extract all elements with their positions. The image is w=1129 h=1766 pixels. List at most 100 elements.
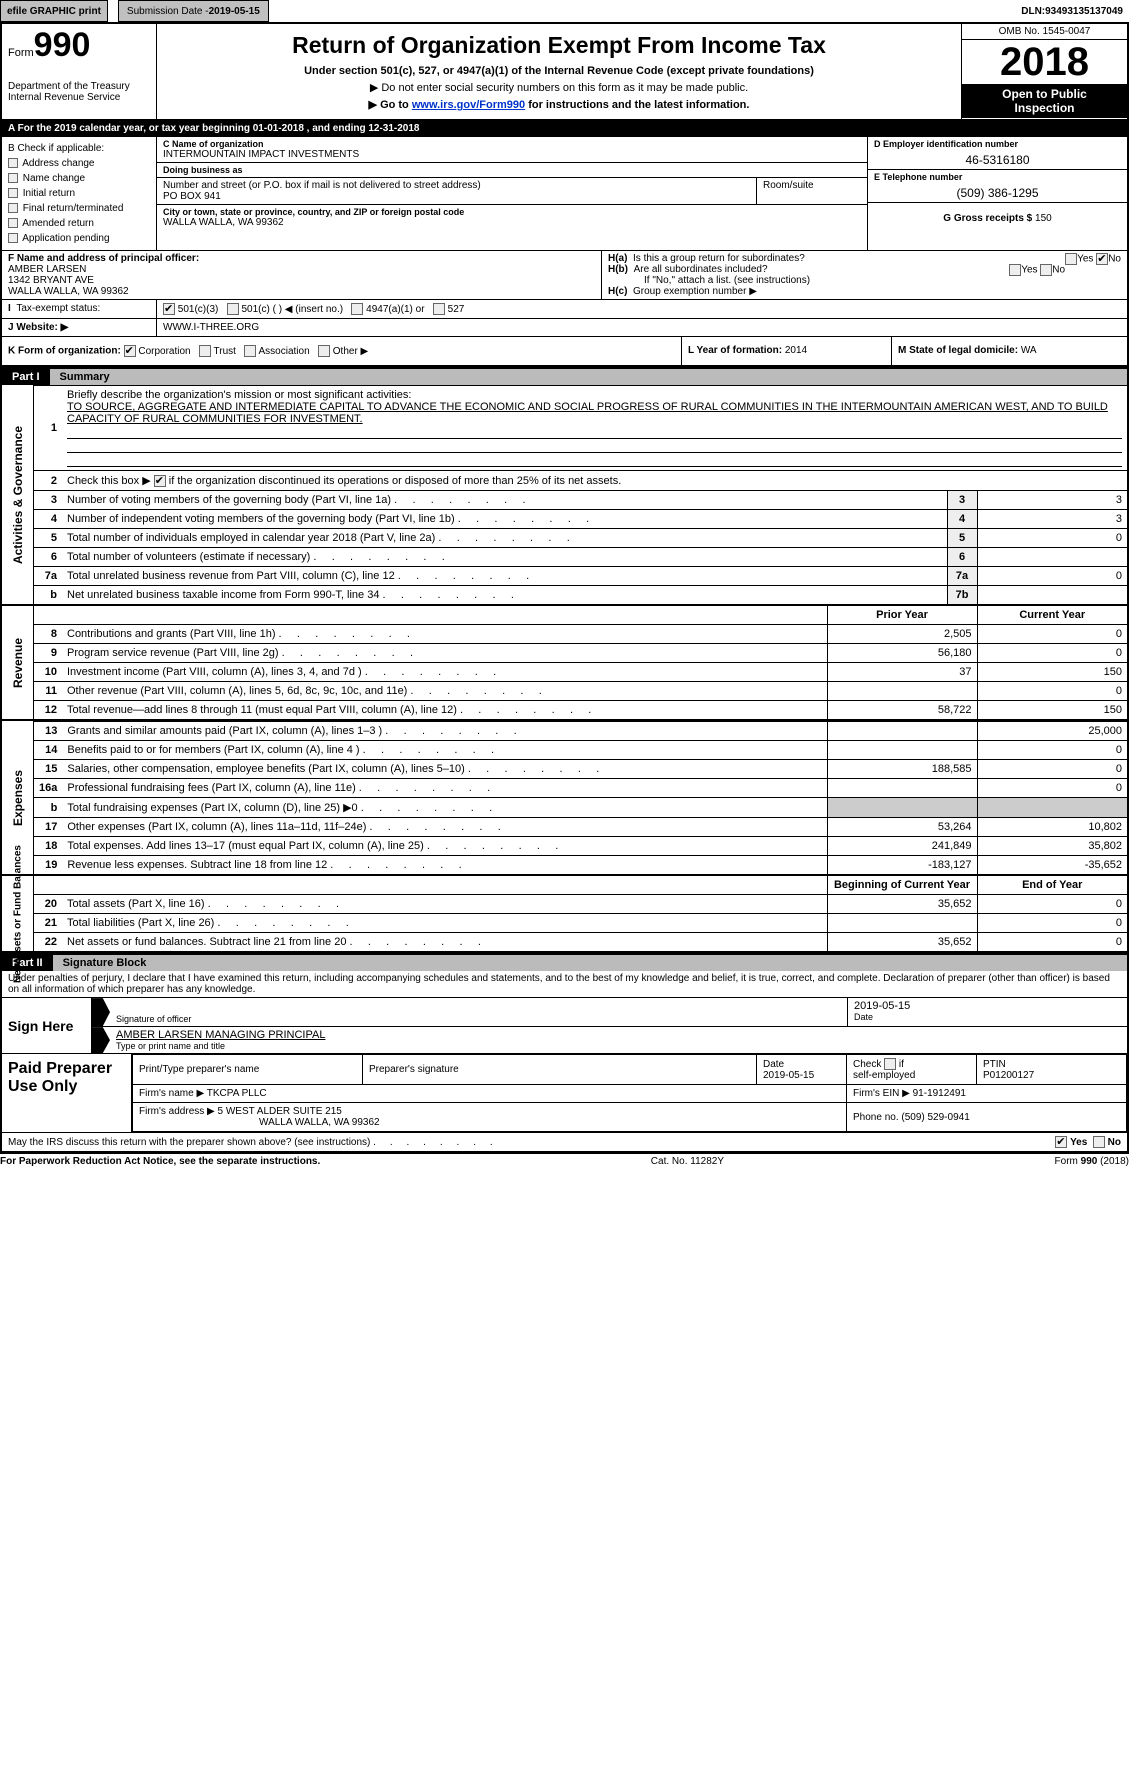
prior-val: 35,652 bbox=[827, 933, 977, 952]
sign-here-block: Sign Here Signature of officer 2019-05-1… bbox=[0, 997, 1129, 1053]
checkbox[interactable] bbox=[8, 158, 18, 168]
hdr-curr: Current Year bbox=[977, 606, 1127, 625]
line-num: 5 bbox=[34, 529, 62, 548]
ha-yes-checkbox[interactable] bbox=[1065, 253, 1077, 265]
line-num: 12 bbox=[34, 701, 62, 720]
k-checkbox[interactable] bbox=[199, 345, 211, 357]
discuss-yes-checkbox[interactable] bbox=[1055, 1136, 1067, 1148]
prior-val bbox=[827, 779, 977, 798]
prior-val: 188,585 bbox=[827, 760, 977, 779]
hdr-end: End of Year bbox=[977, 876, 1127, 895]
form-num: 990 bbox=[34, 26, 91, 64]
c-name-lbl: C Name of organization bbox=[163, 139, 861, 149]
q2-text: Check this box ▶ if the organization dis… bbox=[67, 475, 621, 487]
line-text: Other revenue (Part VIII, column (A), li… bbox=[62, 682, 827, 701]
city-val: WALLA WALLA, WA 99362 bbox=[163, 217, 861, 228]
sig-date-val: 2019-05-15 bbox=[854, 1000, 1121, 1012]
subtitle-3: ▶ Go to www.irs.gov/Form990 for instruct… bbox=[163, 98, 955, 111]
checkbox[interactable] bbox=[8, 173, 18, 183]
col-c: C Name of organization INTERMOUNTAIN IMP… bbox=[157, 137, 867, 250]
part2-title: Signature Block bbox=[53, 955, 1127, 971]
dln-label: DLN: bbox=[1021, 6, 1045, 17]
ptin-lbl: PTIN bbox=[983, 1059, 1006, 1070]
line-box: 7a bbox=[947, 567, 977, 586]
discuss-no-checkbox[interactable] bbox=[1093, 1136, 1105, 1148]
form-number: Form990 bbox=[8, 26, 150, 65]
i-checkbox[interactable] bbox=[351, 303, 363, 315]
i-checkbox[interactable] bbox=[433, 303, 445, 315]
line-text: Program service revenue (Part VIII, line… bbox=[62, 644, 827, 663]
line-a: A For the 2019 calendar year, or tax yea… bbox=[0, 121, 1129, 137]
line-num: 16a bbox=[34, 779, 62, 798]
line-box: 4 bbox=[947, 510, 977, 529]
m-lbl: M State of legal domicile: bbox=[898, 345, 1021, 356]
penalty-text: Under penalties of perjury, I declare th… bbox=[2, 971, 1127, 997]
hb-note: If "No," attach a list. (see instruction… bbox=[608, 275, 1121, 286]
ha-no-checkbox[interactable] bbox=[1096, 253, 1108, 265]
curr-val: 0 bbox=[977, 933, 1127, 952]
checkbox[interactable] bbox=[8, 233, 18, 243]
line-num: 15 bbox=[34, 760, 62, 779]
ha-text: Is this a group return for subordinates? bbox=[633, 253, 805, 264]
prior-val: 58,722 bbox=[827, 701, 977, 720]
checkbox[interactable] bbox=[8, 188, 18, 198]
q2-checkbox[interactable] bbox=[154, 475, 166, 487]
line-val bbox=[977, 548, 1127, 567]
line-num: 18 bbox=[34, 837, 62, 856]
col-deg: D Employer identification number 46-5316… bbox=[867, 137, 1127, 250]
form-prefix: Form bbox=[8, 47, 34, 59]
line-box: 5 bbox=[947, 529, 977, 548]
line-text: Total number of individuals employed in … bbox=[62, 529, 947, 548]
curr-val: 0 bbox=[977, 625, 1127, 644]
b-header: B Check if applicable: bbox=[8, 141, 150, 156]
line-num: 3 bbox=[34, 491, 62, 510]
firm-addr-lbl: Firm's address ▶ bbox=[139, 1106, 218, 1117]
tax-year: 2018 bbox=[962, 40, 1127, 84]
k-opt: Corporation bbox=[124, 346, 197, 357]
checkbox[interactable] bbox=[8, 218, 18, 228]
prior-val: 35,652 bbox=[827, 895, 977, 914]
self-emp-checkbox[interactable] bbox=[884, 1058, 896, 1070]
b-item: Application pending bbox=[8, 231, 150, 246]
irs-link[interactable]: www.irs.gov/Form990 bbox=[412, 99, 525, 111]
fh-block: F Name and address of principal officer:… bbox=[0, 250, 1129, 299]
checkbox[interactable] bbox=[8, 203, 18, 213]
hdr-beg: Beginning of Current Year bbox=[827, 876, 977, 895]
line-text: Revenue less expenses. Subtract line 18 … bbox=[62, 856, 827, 875]
paid-preparer-block: Paid Preparer Use Only Print/Type prepar… bbox=[0, 1053, 1129, 1133]
a-mid: , and ending bbox=[307, 123, 369, 134]
k-checkbox[interactable] bbox=[244, 345, 256, 357]
irs-line: Internal Revenue Service bbox=[8, 92, 150, 103]
hb-no-checkbox[interactable] bbox=[1040, 264, 1052, 276]
curr-val: 150 bbox=[977, 701, 1127, 720]
hc-text: Group exemption number ▶ bbox=[633, 286, 757, 297]
line-text: Salaries, other compensation, employee b… bbox=[62, 760, 827, 779]
sig-officer-lbl: Signature of officer bbox=[116, 1014, 841, 1024]
line-val: 0 bbox=[977, 567, 1127, 586]
k-checkbox[interactable] bbox=[318, 345, 330, 357]
curr-val: 0 bbox=[977, 914, 1127, 933]
line-num: 7a bbox=[34, 567, 62, 586]
line-box: 7b bbox=[947, 586, 977, 605]
open2: Inspection bbox=[1014, 101, 1074, 115]
subtitle-1: Under section 501(c), 527, or 4947(a)(1)… bbox=[163, 65, 955, 77]
line-text: Total revenue—add lines 8 through 11 (mu… bbox=[62, 701, 827, 720]
officer-name: AMBER LARSEN bbox=[8, 264, 86, 275]
pp-name-lbl: Print/Type preparer's name bbox=[139, 1064, 259, 1075]
line-num: 9 bbox=[34, 644, 62, 663]
k-checkbox[interactable] bbox=[124, 345, 136, 357]
line-num: 20 bbox=[34, 895, 62, 914]
i-checkbox[interactable] bbox=[227, 303, 239, 315]
b-item: Address change bbox=[8, 156, 150, 171]
hb-yes-checkbox[interactable] bbox=[1009, 264, 1021, 276]
curr-val: 0 bbox=[977, 644, 1127, 663]
efile-button[interactable]: efile GRAPHIC print bbox=[0, 0, 108, 22]
curr-val: 35,802 bbox=[977, 837, 1127, 856]
prior-val: 37 bbox=[827, 663, 977, 682]
sub3-post: for instructions and the latest informat… bbox=[528, 99, 749, 111]
pp-date-lbl: Date bbox=[763, 1059, 784, 1070]
i-checkbox[interactable] bbox=[163, 303, 175, 315]
line-box: 3 bbox=[947, 491, 977, 510]
yes-lbl2: Yes bbox=[1021, 265, 1037, 276]
line-num: 8 bbox=[34, 625, 62, 644]
